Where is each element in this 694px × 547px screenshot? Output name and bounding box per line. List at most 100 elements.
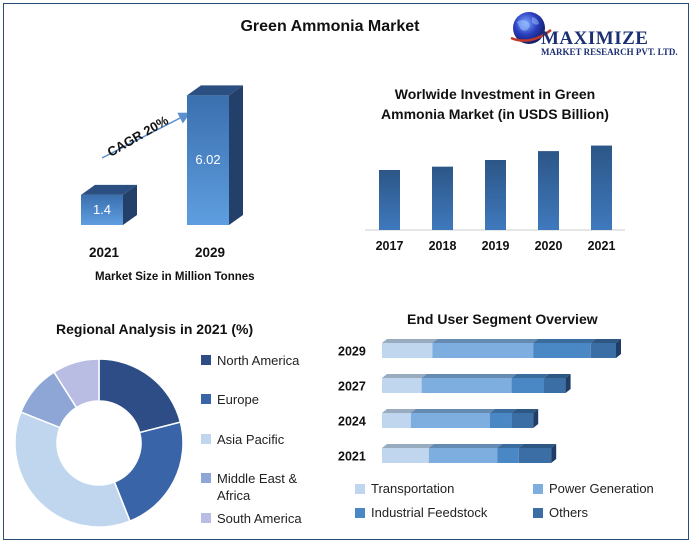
end-user-bar-top bbox=[490, 409, 517, 413]
end-user-bar-top bbox=[382, 409, 416, 413]
cagr-label: CAGR 20% bbox=[105, 112, 172, 159]
end-user-bar-top bbox=[518, 444, 557, 448]
market-size-data-label: 1.4 bbox=[93, 202, 111, 217]
investment-category-label: 2018 bbox=[429, 239, 457, 253]
legend-swatch bbox=[355, 508, 365, 518]
end-user-bar-top bbox=[544, 374, 571, 378]
cagr-arrow bbox=[101, 112, 191, 159]
end-user-bar-segment bbox=[511, 378, 544, 393]
investment-category-label: 2017 bbox=[376, 239, 404, 253]
bar-top bbox=[187, 85, 243, 96]
market-size-data-label: 6.02 bbox=[195, 152, 220, 167]
investment-bar bbox=[591, 145, 612, 230]
regional-legend-item: Europe bbox=[201, 391, 311, 408]
investment-title-line2: Ammonia Market (in USDS Billion) bbox=[381, 106, 609, 122]
end-user-bar-segment bbox=[518, 448, 552, 463]
end-user-title: End User Segment Overview bbox=[407, 311, 598, 327]
end-user-bar-segment bbox=[382, 378, 422, 393]
bar-top bbox=[81, 184, 137, 195]
end-user-bar-top bbox=[382, 444, 434, 448]
end-user-category-label: 2027 bbox=[338, 380, 366, 394]
end-user-bar-top bbox=[533, 339, 596, 343]
legend-label: North America bbox=[217, 353, 300, 368]
legend-swatch bbox=[355, 484, 365, 494]
investment-category-label: 2021 bbox=[588, 239, 616, 253]
logo-tagline: MARKET RESEARCH PVT. LTD. bbox=[541, 47, 678, 57]
end-user-bar-segment bbox=[533, 343, 591, 358]
legend-swatch bbox=[201, 513, 211, 523]
investment-category-label: 2020 bbox=[535, 239, 563, 253]
legend-swatch bbox=[201, 434, 211, 444]
legend-label: Middle East & Africa bbox=[217, 471, 298, 503]
regional-legend-item: South America bbox=[201, 510, 311, 527]
end-user-bar-top bbox=[511, 409, 539, 413]
legend-label: Europe bbox=[217, 392, 259, 407]
end-user-bar-side bbox=[551, 444, 557, 463]
end-user-bar-top bbox=[497, 444, 524, 448]
market-size-category-label: 2029 bbox=[195, 245, 225, 260]
investment-bar bbox=[485, 160, 506, 230]
end-user-bar-segment bbox=[497, 448, 519, 463]
investment-category-label: 2019 bbox=[482, 239, 510, 253]
legend-swatch bbox=[533, 484, 543, 494]
end-user-bar-top bbox=[382, 374, 427, 378]
market-size-caption: Market Size in Million Tonnes bbox=[95, 271, 255, 283]
end-user-category-label: 2029 bbox=[338, 345, 366, 359]
end-user-bar-segment bbox=[382, 448, 429, 463]
logo-name: MAXIMIZE bbox=[541, 28, 649, 49]
legend-swatch bbox=[533, 508, 543, 518]
regional-title: Regional Analysis in 2021 (%) bbox=[56, 321, 254, 337]
bar-side bbox=[229, 85, 243, 225]
donut-slice bbox=[14, 411, 131, 528]
investment-bar bbox=[379, 170, 400, 230]
regional-donut-chart bbox=[14, 358, 184, 528]
end-user-bar-top bbox=[382, 339, 438, 343]
legend-swatch bbox=[201, 355, 211, 365]
regional-legend-item: Middle East & Africa bbox=[201, 470, 311, 504]
end-user-bar-segment bbox=[421, 378, 512, 393]
end-user-bar-top bbox=[410, 409, 495, 413]
legend-label: Industrial Feedstock bbox=[371, 505, 488, 520]
main-title: Green Ammonia Market bbox=[240, 18, 420, 35]
end-user-bar-side bbox=[533, 409, 539, 428]
regional-legend-item: North America bbox=[201, 352, 311, 369]
legend-label: Transportation bbox=[371, 481, 455, 496]
bar-side bbox=[123, 184, 137, 225]
investment-title-line1: Worlwide Investment in Green bbox=[394, 86, 596, 102]
end-user-legend-item: Others bbox=[533, 505, 588, 520]
end-user-bar-segment bbox=[511, 413, 534, 428]
end-user-bar-side bbox=[616, 339, 621, 358]
legend-label: Asia Pacific bbox=[217, 432, 285, 447]
end-user-bar-segment bbox=[590, 343, 616, 358]
end-user-bar-segment bbox=[428, 448, 498, 463]
legend-label: South America bbox=[217, 511, 302, 526]
legend-swatch bbox=[201, 394, 211, 404]
end-user-bar-segment bbox=[432, 343, 534, 358]
end-user-bar-segment bbox=[544, 378, 566, 393]
end-user-bar-segment bbox=[382, 413, 411, 428]
end-user-bar-top bbox=[421, 374, 517, 378]
legend-label: Power Generation bbox=[549, 481, 654, 496]
legend-label: Others bbox=[549, 505, 589, 520]
investment-chart: 2017 2018 2019 2020 2021 bbox=[365, 145, 625, 253]
investment-bar bbox=[432, 166, 453, 230]
regional-legend-item: Asia Pacific bbox=[201, 431, 311, 448]
end-user-chart: 2029 2027 2024 2021 bbox=[338, 339, 621, 464]
market-size-bar bbox=[187, 95, 229, 225]
end-user-category-label: 2024 bbox=[338, 415, 366, 429]
end-user-legend-item: Transportation bbox=[355, 481, 454, 496]
end-user-bar-side bbox=[565, 374, 571, 393]
globe-icon bbox=[510, 12, 552, 44]
end-user-bar-segment bbox=[382, 343, 433, 358]
end-user-bar-segment bbox=[410, 413, 490, 428]
end-user-bar-top bbox=[428, 444, 503, 448]
end-user-bar-segment bbox=[490, 413, 512, 428]
investment-bar bbox=[538, 151, 559, 230]
end-user-bar-top bbox=[590, 339, 621, 343]
end-user-category-label: 2021 bbox=[338, 450, 366, 464]
market-size-category-label: 2021 bbox=[89, 245, 120, 260]
market-size-bar bbox=[81, 194, 123, 225]
donut-slice bbox=[98, 358, 182, 434]
end-user-legend-item: Industrial Feedstock bbox=[355, 505, 487, 520]
infographic-frame bbox=[3, 3, 689, 540]
